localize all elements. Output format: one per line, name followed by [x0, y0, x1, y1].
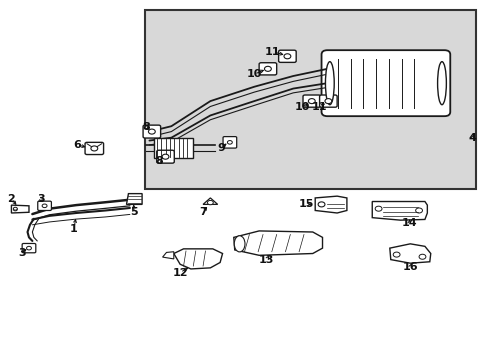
- Text: 11: 11: [264, 46, 280, 57]
- Text: 3: 3: [18, 248, 25, 258]
- FancyBboxPatch shape: [278, 50, 296, 62]
- Circle shape: [284, 54, 290, 59]
- Polygon shape: [173, 249, 222, 269]
- Circle shape: [415, 208, 422, 213]
- Circle shape: [325, 99, 331, 104]
- Text: 7: 7: [199, 207, 206, 217]
- Ellipse shape: [325, 62, 333, 105]
- Circle shape: [418, 254, 425, 259]
- Text: 8: 8: [156, 156, 163, 166]
- FancyBboxPatch shape: [85, 142, 103, 154]
- Circle shape: [26, 246, 31, 250]
- FancyBboxPatch shape: [38, 201, 51, 211]
- Circle shape: [13, 208, 17, 211]
- FancyBboxPatch shape: [259, 63, 276, 75]
- Circle shape: [227, 140, 232, 144]
- Text: 8: 8: [142, 122, 149, 132]
- Polygon shape: [371, 202, 427, 220]
- Circle shape: [13, 207, 17, 210]
- FancyBboxPatch shape: [22, 243, 36, 253]
- Text: 4: 4: [468, 133, 476, 143]
- Ellipse shape: [437, 62, 446, 105]
- Circle shape: [392, 252, 399, 257]
- FancyBboxPatch shape: [157, 150, 174, 163]
- Circle shape: [207, 201, 213, 205]
- FancyBboxPatch shape: [321, 50, 449, 116]
- Text: 16: 16: [402, 262, 417, 272]
- Ellipse shape: [234, 236, 244, 252]
- Circle shape: [148, 129, 155, 134]
- Text: 10: 10: [246, 69, 262, 79]
- Text: 13: 13: [258, 255, 274, 265]
- FancyBboxPatch shape: [143, 125, 160, 138]
- FancyBboxPatch shape: [144, 10, 475, 189]
- Polygon shape: [315, 196, 346, 213]
- Text: 14: 14: [401, 218, 416, 228]
- FancyBboxPatch shape: [154, 138, 193, 158]
- Circle shape: [264, 66, 271, 71]
- Text: 11: 11: [311, 102, 326, 112]
- Circle shape: [91, 146, 98, 151]
- Circle shape: [308, 99, 315, 104]
- Text: 3: 3: [37, 194, 44, 204]
- Polygon shape: [11, 205, 29, 213]
- Text: 15: 15: [298, 199, 313, 210]
- Polygon shape: [389, 244, 430, 263]
- FancyBboxPatch shape: [319, 95, 336, 107]
- Text: 2: 2: [7, 194, 15, 204]
- Text: 9: 9: [217, 143, 225, 153]
- Polygon shape: [126, 194, 142, 204]
- Circle shape: [162, 154, 168, 159]
- Circle shape: [42, 204, 47, 208]
- FancyBboxPatch shape: [303, 95, 320, 107]
- Text: 1: 1: [70, 224, 78, 234]
- Polygon shape: [162, 252, 173, 259]
- Polygon shape: [233, 231, 322, 255]
- Text: 12: 12: [172, 267, 187, 278]
- Text: 5: 5: [130, 207, 138, 217]
- FancyBboxPatch shape: [223, 136, 236, 148]
- Text: 6: 6: [73, 140, 81, 150]
- Polygon shape: [203, 198, 217, 204]
- Circle shape: [318, 202, 325, 207]
- Text: 10: 10: [294, 102, 309, 112]
- Circle shape: [374, 206, 381, 211]
